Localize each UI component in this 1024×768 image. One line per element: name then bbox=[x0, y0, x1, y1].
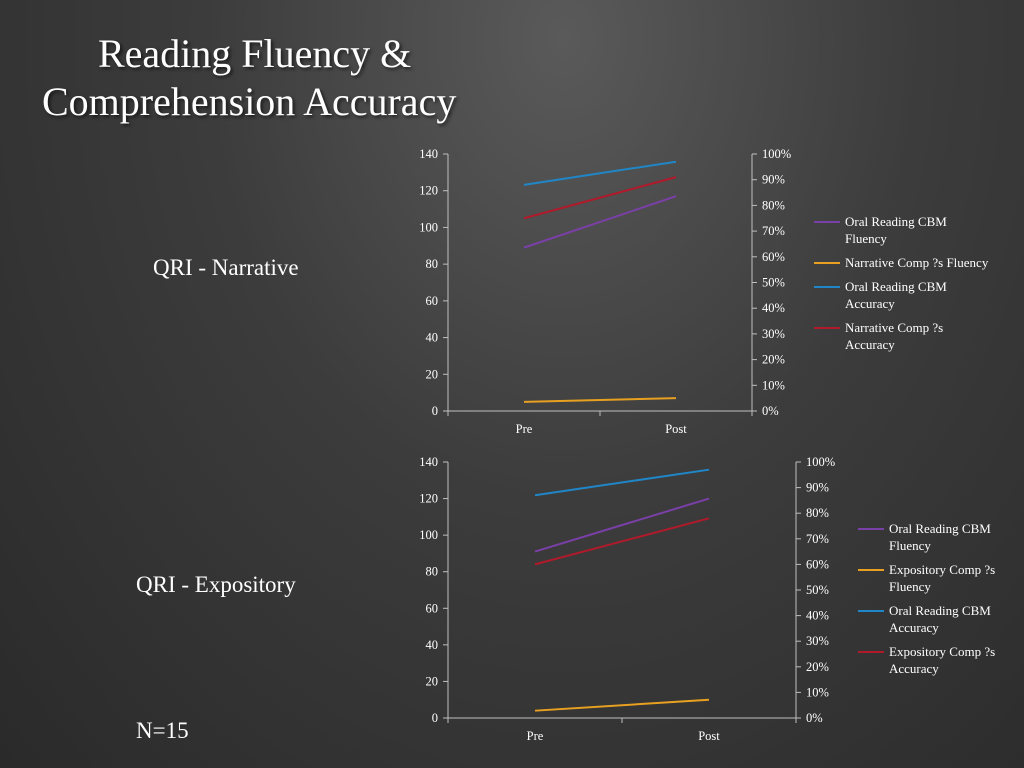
left-axis-tick-label: 0 bbox=[432, 711, 438, 725]
series-line-orange bbox=[534, 698, 710, 712]
x-axis-tick-label: Pre bbox=[516, 422, 533, 436]
right-axis-tick-label: 70% bbox=[806, 532, 829, 546]
right-axis-tick-label: 50% bbox=[806, 583, 829, 597]
right-axis-tick-label: 40% bbox=[806, 609, 829, 623]
slide-title-line2: Comprehension Accuracy bbox=[42, 79, 457, 124]
left-axis-tick-label: 60 bbox=[426, 601, 439, 615]
narrative-chart-label: QRI - Narrative bbox=[153, 255, 299, 280]
right-axis-tick-label: 60% bbox=[806, 557, 829, 571]
left-axis-tick-label: 40 bbox=[426, 331, 439, 345]
legend-entry-label: Fluency bbox=[889, 538, 931, 553]
right-axis-tick-label: 70% bbox=[762, 224, 785, 238]
legend-entry-label: Fluency bbox=[889, 579, 931, 594]
legend-entry-label: Narrative Comp ?s bbox=[845, 320, 943, 335]
legend-entry-label: Accuracy bbox=[889, 661, 939, 676]
legend-entry-label: Accuracy bbox=[889, 620, 939, 635]
left-axis-tick-label: 60 bbox=[426, 294, 439, 308]
series-line-orange bbox=[523, 397, 677, 403]
right-axis-tick-label: 50% bbox=[762, 276, 785, 290]
legend-entry-label: Accuracy bbox=[845, 337, 895, 352]
legend-entry-label: Expository Comp ?s bbox=[889, 644, 995, 659]
legend-entry-label: Oral Reading CBM bbox=[889, 521, 991, 536]
legend-entry-label: Expository Comp ?s bbox=[889, 562, 995, 577]
right-axis-tick-label: 80% bbox=[762, 198, 785, 212]
left-axis-tick-label: 20 bbox=[426, 674, 439, 688]
legend-entry-label: Oral Reading CBM bbox=[845, 214, 947, 229]
series-line-purple bbox=[534, 497, 710, 553]
series-line-blue bbox=[534, 468, 710, 497]
right-axis-tick-label: 100% bbox=[762, 147, 791, 161]
series-line-blue bbox=[523, 160, 677, 186]
left-axis-tick-label: 100 bbox=[419, 528, 438, 542]
right-axis-tick-label: 80% bbox=[806, 506, 829, 520]
right-axis-tick-label: 90% bbox=[762, 173, 785, 187]
right-axis-tick-label: 40% bbox=[762, 301, 785, 315]
left-axis-tick-label: 0 bbox=[432, 404, 438, 418]
left-axis-tick-label: 140 bbox=[419, 147, 438, 161]
right-axis-tick-label: 10% bbox=[762, 378, 785, 392]
series-line-red bbox=[523, 176, 677, 220]
legend-entry-label: Narrative Comp ?s Fluency bbox=[845, 255, 989, 270]
right-axis-tick-label: 0% bbox=[762, 404, 779, 418]
legend-entry-label: Accuracy bbox=[845, 296, 895, 311]
right-axis-tick-label: 20% bbox=[806, 660, 829, 674]
left-axis-tick-label: 20 bbox=[426, 367, 439, 381]
x-axis-tick-label: Pre bbox=[527, 729, 544, 743]
expository-chart-label: QRI - Expository bbox=[136, 572, 296, 597]
right-axis-tick-label: 20% bbox=[762, 353, 785, 367]
left-axis-tick-label: 80 bbox=[426, 565, 439, 579]
left-axis-tick-label: 100 bbox=[419, 220, 438, 234]
right-axis-tick-label: 100% bbox=[806, 455, 835, 469]
left-axis-tick-label: 40 bbox=[426, 638, 439, 652]
left-axis-tick-label: 140 bbox=[419, 455, 438, 469]
legend-entry-label: Fluency bbox=[845, 231, 887, 246]
right-axis-tick-label: 30% bbox=[806, 634, 829, 648]
right-axis-tick-label: 10% bbox=[806, 685, 829, 699]
legend-entry-label: Oral Reading CBM bbox=[845, 279, 947, 294]
series-line-red bbox=[534, 517, 710, 566]
left-axis-tick-label: 120 bbox=[419, 184, 438, 198]
slide-title-line1: Reading Fluency & bbox=[98, 31, 412, 76]
right-axis-tick-label: 0% bbox=[806, 711, 823, 725]
slide-title: Reading Fluency & Comprehension Accuracy bbox=[42, 30, 522, 126]
right-axis-tick-label: 90% bbox=[806, 481, 829, 495]
series-line-purple bbox=[523, 195, 677, 249]
legend-entry-label: Oral Reading CBM bbox=[889, 603, 991, 618]
left-axis-tick-label: 120 bbox=[419, 492, 438, 506]
right-axis-tick-label: 60% bbox=[762, 250, 785, 264]
right-axis-tick-label: 30% bbox=[762, 327, 785, 341]
sample-size-label: N=15 bbox=[136, 718, 189, 743]
left-axis-tick-label: 80 bbox=[426, 257, 439, 271]
x-axis-tick-label: Post bbox=[698, 729, 720, 743]
x-axis-tick-label: Post bbox=[665, 422, 687, 436]
